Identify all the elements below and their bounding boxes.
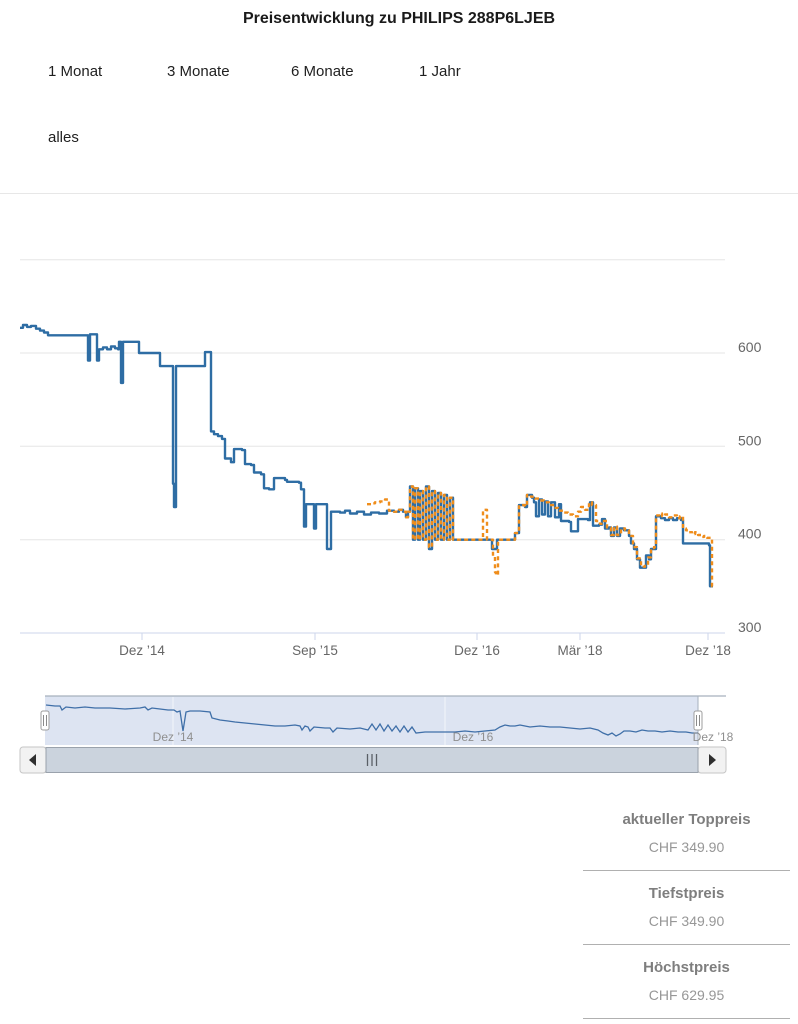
price-summary-item: aktueller Toppreis CHF 349.90 — [583, 797, 790, 871]
range-button-3-monate[interactable]: 3 Monate — [167, 63, 230, 80]
price-summary-item: Höchstpreis CHF 629.95 — [583, 945, 790, 1019]
highest-price-value: CHF 629.95 — [648, 987, 725, 1003]
x-axis-label: Dez ’14 — [119, 643, 165, 658]
range-button-6-monate[interactable]: 6 Monate — [291, 63, 354, 80]
top-price-label: aktueller Toppreis — [622, 811, 751, 828]
navigator-axis-label: Dez ’18 — [693, 730, 734, 744]
scrollbar-left-arrow-icon — [29, 754, 36, 766]
x-axis-label: Sep ’15 — [292, 643, 338, 658]
navigator-axis-label: Dez ’16 — [453, 730, 494, 744]
page-title: Preisentwicklung zu PHILIPS 288P6LJEB — [242, 10, 556, 27]
lowest-price-label: Tiefstpreis — [648, 885, 725, 902]
range-button-1-monat[interactable]: 1 Monat — [48, 63, 103, 80]
x-axis-label: Mär ’18 — [557, 643, 602, 658]
price-summary-item: Tiefstpreis CHF 349.90 — [583, 871, 790, 945]
price-summary: aktueller Toppreis CHF 349.90 Tiefstprei… — [583, 797, 790, 1019]
y-axis-label: 600 — [738, 339, 762, 355]
x-axis-label: Dez ’18 — [685, 643, 731, 658]
highest-price-label: Höchstpreis — [643, 959, 730, 976]
y-axis-label: 400 — [738, 526, 762, 542]
blue-price-line — [20, 323, 713, 588]
top-price-value: CHF 349.90 — [648, 839, 725, 855]
navigator-axis-label: Dez ’14 — [153, 730, 194, 744]
scrollbar-right-arrow-icon — [709, 754, 716, 766]
navigator-handle-left[interactable] — [40, 710, 50, 731]
navigator-handle-right[interactable] — [693, 710, 703, 731]
orange-dashed-price-line — [367, 485, 714, 588]
lowest-price-value: CHF 349.90 — [648, 913, 725, 929]
navigator-mask[interactable] — [45, 696, 698, 745]
range-button-alles[interactable]: alles — [48, 129, 79, 146]
y-axis-label: 300 — [738, 619, 762, 635]
navigator-series-line — [45, 704, 698, 737]
horizontal-divider — [0, 193, 798, 194]
range-button-1-jahr[interactable]: 1 Jahr — [419, 63, 461, 80]
x-axis-label: Dez ’16 — [454, 643, 500, 658]
y-axis-label: 500 — [738, 432, 762, 448]
